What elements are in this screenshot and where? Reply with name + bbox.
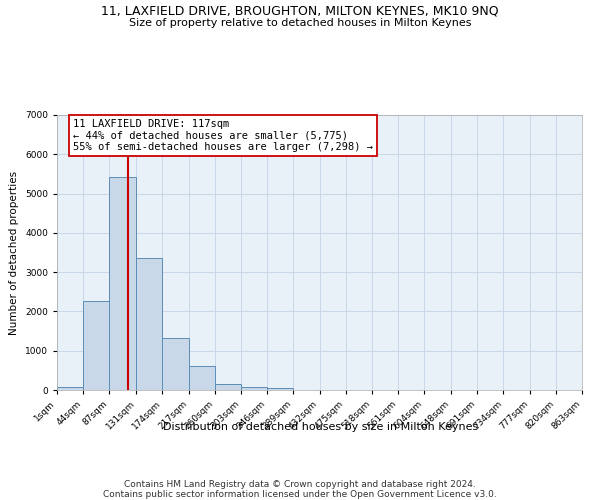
Bar (83, 301, 109, 390)
Text: Distribution of detached houses by size in Milton Keynes: Distribution of detached houses by size … (163, 422, 479, 432)
Y-axis label: Number of detached properties: Number of detached properties (10, 170, 19, 334)
Bar (267, 388, 293, 390)
Text: Size of property relative to detached houses in Milton Keynes: Size of property relative to detached ho… (129, 18, 471, 28)
Bar (163, 338, 188, 390)
Text: 11, LAXFIELD DRIVE, BROUGHTON, MILTON KEYNES, MK10 9NQ: 11, LAXFIELD DRIVE, BROUGHTON, MILTON KE… (101, 5, 499, 18)
Bar (136, 258, 163, 390)
Bar (215, 384, 241, 390)
Text: 11 LAXFIELD DRIVE: 117sqm
← 44% of detached houses are smaller (5,775)
55% of se: 11 LAXFIELD DRIVE: 117sqm ← 44% of detac… (73, 119, 373, 152)
Bar (109, 176, 136, 390)
Bar (57, 387, 83, 390)
Bar (241, 387, 267, 390)
Bar (188, 366, 215, 390)
Text: Contains HM Land Registry data © Crown copyright and database right 2024.
Contai: Contains HM Land Registry data © Crown c… (103, 480, 497, 499)
